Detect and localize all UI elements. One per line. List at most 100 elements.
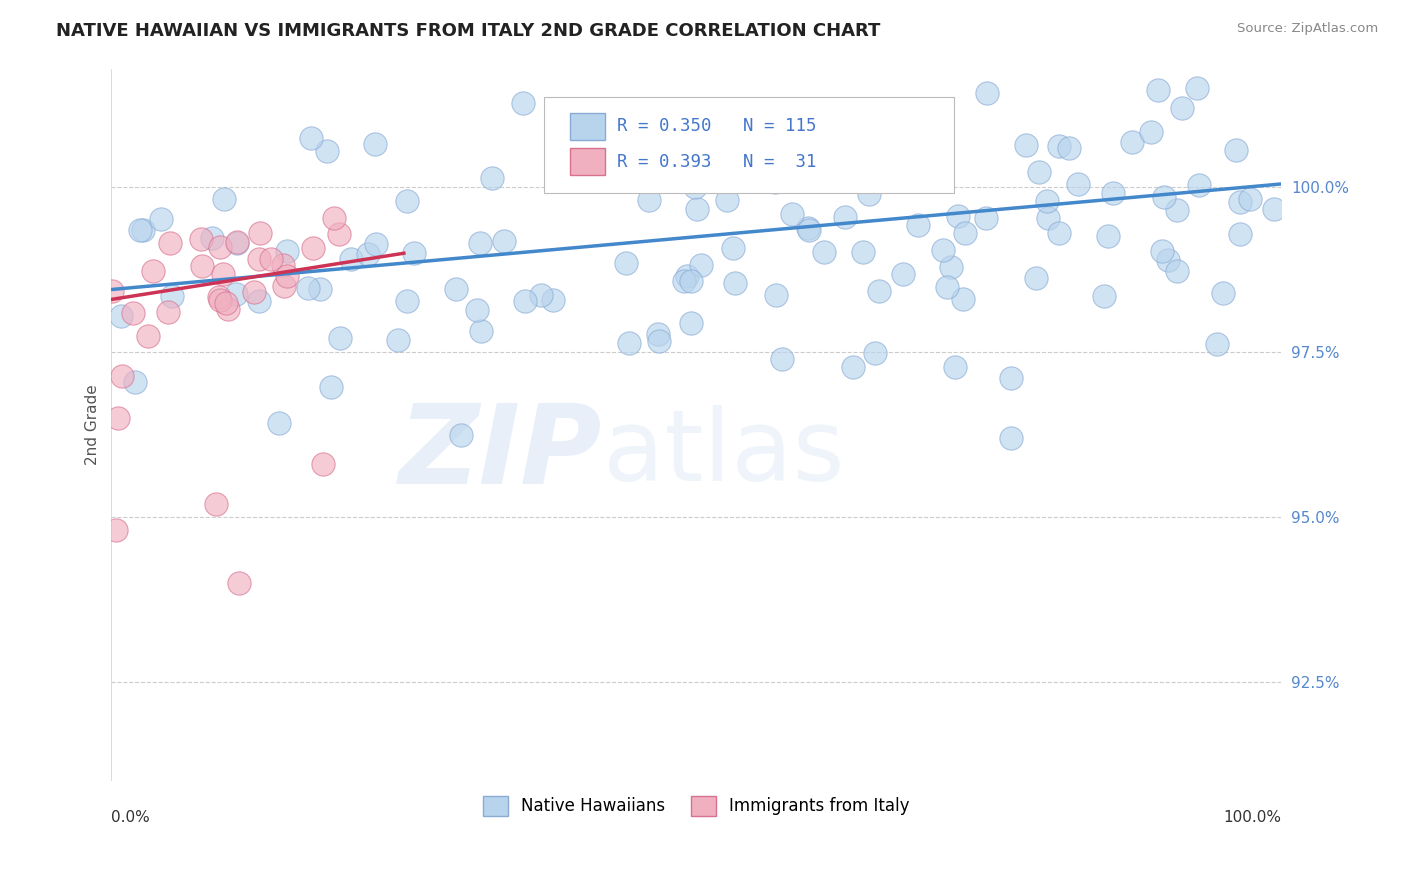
Point bbox=[247, 294, 270, 309]
Point bbox=[770, 351, 793, 366]
Point bbox=[689, 258, 711, 272]
Point bbox=[865, 346, 887, 360]
Point bbox=[685, 202, 707, 216]
Point bbox=[1028, 165, 1050, 179]
Point bbox=[110, 309, 132, 323]
Point bbox=[891, 268, 914, 282]
Point bbox=[402, 245, 425, 260]
Point bbox=[513, 294, 536, 309]
Point bbox=[1139, 125, 1161, 139]
Point bbox=[541, 293, 564, 308]
Point bbox=[276, 269, 298, 284]
Point bbox=[1263, 202, 1285, 216]
Point bbox=[299, 130, 322, 145]
Point bbox=[207, 289, 229, 303]
Point bbox=[356, 246, 378, 260]
Point bbox=[273, 259, 295, 273]
Point bbox=[212, 192, 235, 206]
Text: R = 0.393   N =  31: R = 0.393 N = 31 bbox=[617, 153, 817, 171]
Point bbox=[1036, 211, 1059, 226]
FancyBboxPatch shape bbox=[544, 97, 953, 194]
Point bbox=[323, 211, 346, 225]
Point bbox=[550, 173, 572, 187]
Point bbox=[225, 287, 247, 301]
Text: 100.0%: 100.0% bbox=[1223, 810, 1281, 824]
Point bbox=[1097, 229, 1119, 244]
Point bbox=[319, 380, 342, 394]
Point bbox=[797, 223, 820, 237]
Point bbox=[157, 305, 180, 319]
Point bbox=[679, 316, 702, 330]
Point bbox=[260, 252, 283, 266]
Point bbox=[716, 193, 738, 207]
Point bbox=[1035, 194, 1057, 209]
Point bbox=[780, 207, 803, 221]
Point bbox=[124, 375, 146, 389]
Point bbox=[204, 497, 226, 511]
Point bbox=[208, 293, 231, 307]
Point bbox=[1206, 337, 1229, 351]
Point bbox=[1229, 227, 1251, 242]
Point bbox=[190, 232, 212, 246]
Point bbox=[813, 245, 835, 260]
Point bbox=[935, 280, 957, 294]
Point bbox=[1000, 371, 1022, 385]
Point bbox=[226, 235, 249, 249]
Point bbox=[217, 301, 239, 316]
Point bbox=[858, 187, 880, 202]
Point bbox=[308, 282, 330, 296]
Point bbox=[364, 137, 387, 152]
Point bbox=[215, 296, 238, 310]
Point bbox=[648, 334, 671, 348]
Point bbox=[104, 524, 127, 538]
Point bbox=[297, 280, 319, 294]
Point bbox=[679, 274, 702, 288]
Point bbox=[201, 231, 224, 245]
Text: ZIP: ZIP bbox=[399, 400, 603, 507]
Point bbox=[703, 164, 725, 178]
Point bbox=[395, 194, 418, 208]
Point bbox=[1211, 285, 1233, 300]
Point bbox=[868, 284, 890, 298]
Point bbox=[209, 240, 232, 254]
Point bbox=[481, 171, 503, 186]
Point bbox=[617, 336, 640, 351]
Point bbox=[470, 324, 492, 338]
Point bbox=[512, 95, 534, 110]
Point bbox=[101, 284, 124, 298]
Point bbox=[312, 458, 335, 472]
Point bbox=[946, 209, 969, 223]
Point bbox=[1102, 186, 1125, 201]
Point bbox=[1047, 226, 1070, 240]
Point bbox=[1185, 81, 1208, 95]
Point bbox=[138, 329, 160, 343]
Point bbox=[1157, 252, 1180, 267]
Bar bbox=[569, 112, 605, 140]
Point bbox=[1150, 244, 1173, 259]
Point bbox=[637, 193, 659, 207]
Point bbox=[1229, 195, 1251, 210]
Bar bbox=[569, 148, 605, 176]
Point bbox=[673, 274, 696, 288]
Point bbox=[387, 333, 409, 347]
Point bbox=[862, 110, 884, 124]
Point bbox=[1015, 137, 1038, 152]
Point bbox=[1171, 101, 1194, 115]
Point bbox=[765, 287, 787, 301]
Point bbox=[247, 252, 270, 267]
Point bbox=[614, 256, 637, 270]
Point bbox=[276, 244, 298, 258]
Point bbox=[191, 259, 214, 273]
Point bbox=[1166, 264, 1188, 278]
Point bbox=[904, 145, 927, 160]
Point bbox=[467, 303, 489, 318]
Point bbox=[315, 145, 337, 159]
Point bbox=[974, 211, 997, 225]
Point bbox=[1000, 431, 1022, 445]
Point bbox=[273, 278, 295, 293]
Point bbox=[302, 241, 325, 255]
Point bbox=[721, 241, 744, 255]
Point bbox=[212, 267, 235, 281]
Point bbox=[129, 223, 152, 237]
Point bbox=[1057, 141, 1080, 155]
